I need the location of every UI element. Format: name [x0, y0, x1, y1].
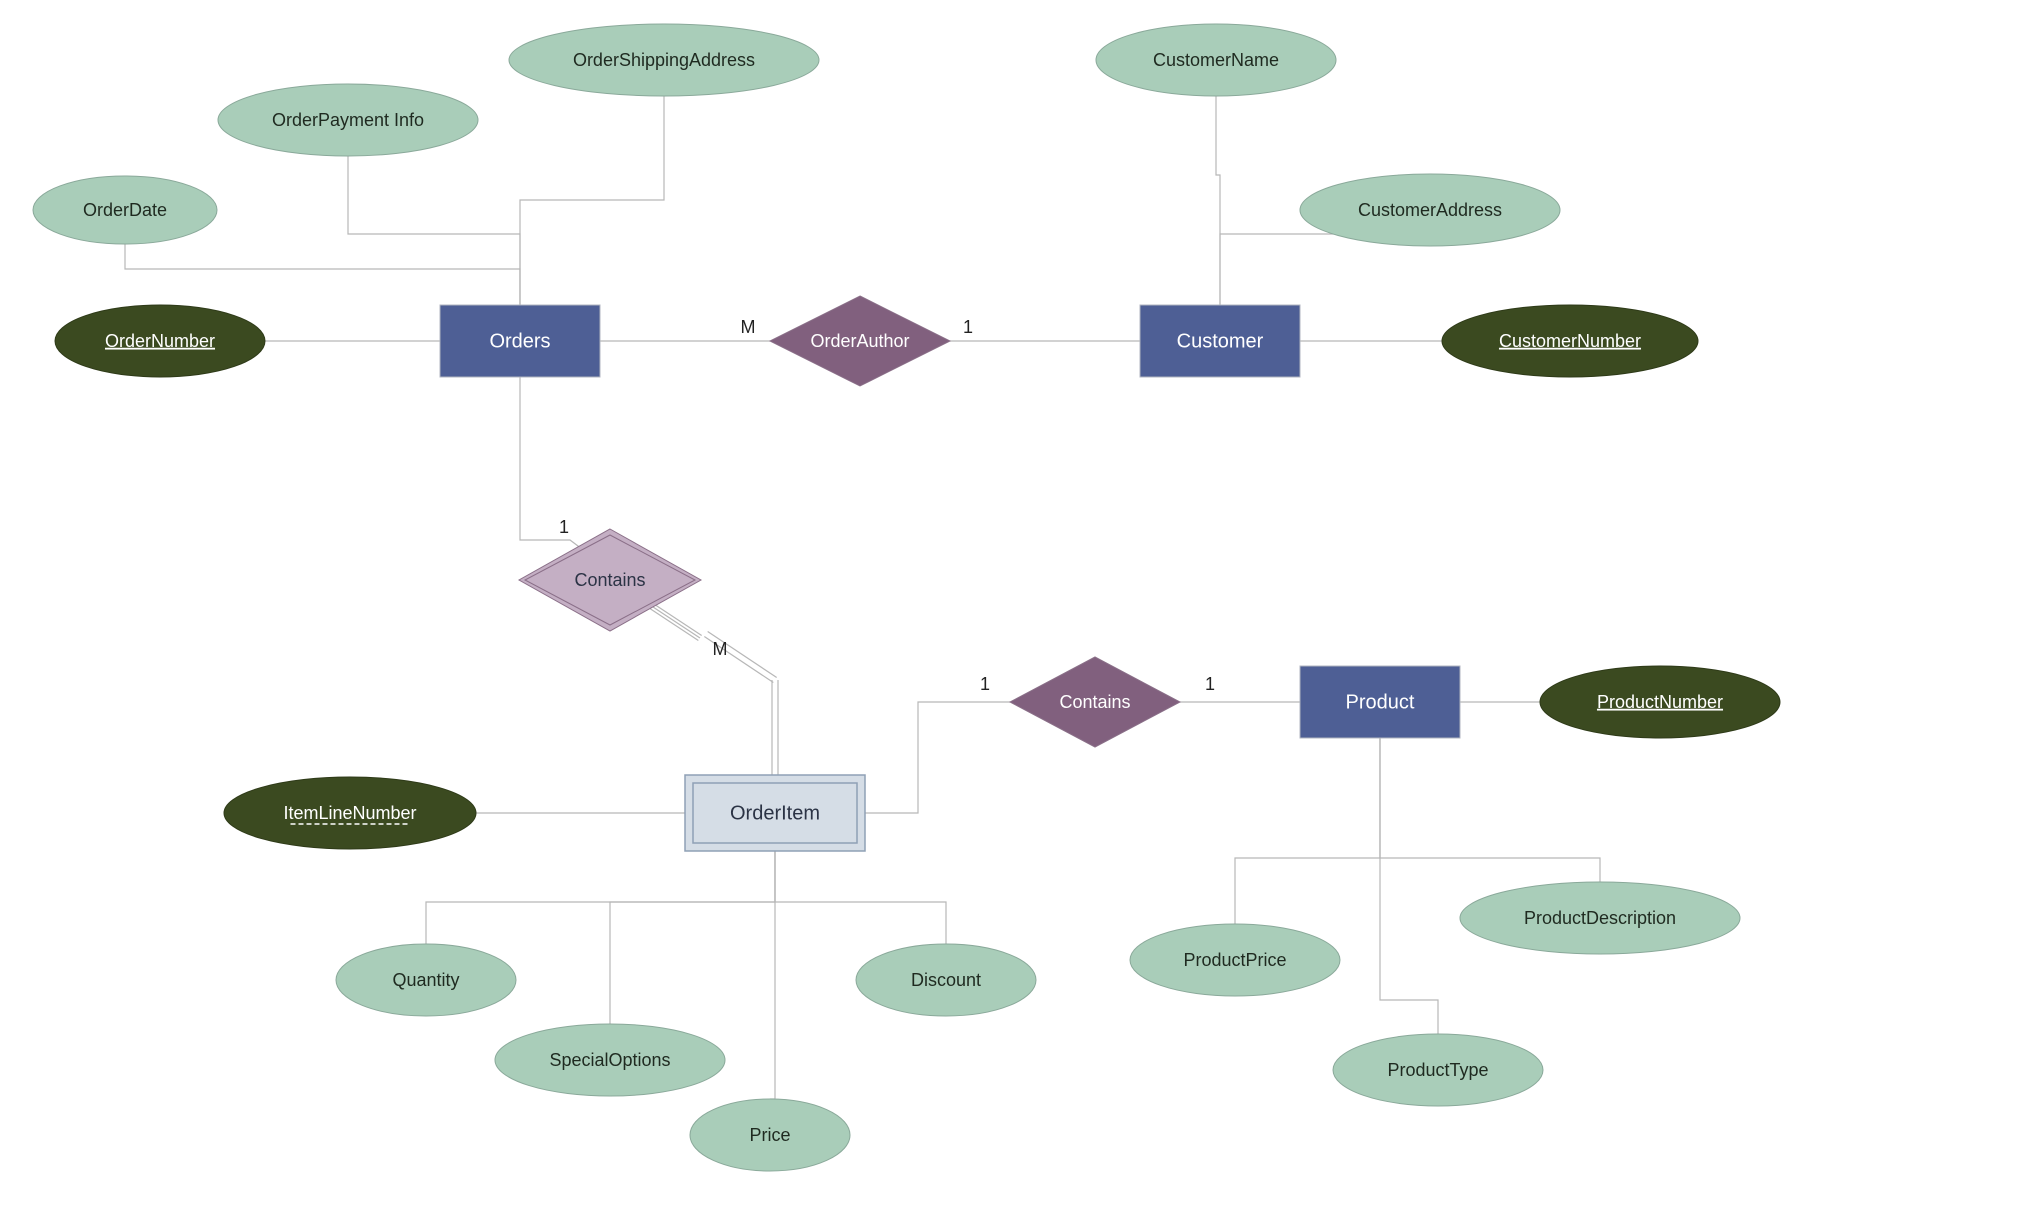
attribute-label: ItemLineNumber	[283, 803, 416, 823]
edge-orderitem-quantity	[426, 846, 775, 944]
attribute-customername: CustomerName	[1096, 24, 1336, 96]
relationship-orderauthor: OrderAuthor M 1	[741, 296, 974, 386]
edge-orderdate-orders	[125, 244, 520, 305]
cardinality-label: 1	[559, 517, 569, 537]
attribute-label: Price	[749, 1125, 790, 1145]
attribute-label: OrderPayment Info	[272, 110, 424, 130]
edge-orderpayment-orders	[348, 156, 520, 305]
entity-product: Product	[1300, 666, 1460, 738]
entity-orders: Orders	[440, 305, 600, 377]
attribute-productnumber: ProductNumber	[1540, 666, 1780, 738]
attribute-label: ProductType	[1387, 1060, 1488, 1080]
attribute-producttype: ProductType	[1333, 1034, 1543, 1106]
er-diagram: OrderAuthor M 1 Contains 1 M Contains 1 1 Orders C…	[0, 0, 2036, 1216]
attribute-orderdate: OrderDate	[33, 176, 217, 244]
edge-contains1-orderitem	[650, 605, 700, 638]
attribute-label: CustomerAddress	[1358, 200, 1502, 220]
entity-label: Orders	[489, 330, 550, 352]
edge-layer	[125, 96, 1600, 1099]
relationship-label: Contains	[574, 570, 645, 590]
attribute-label: OrderDate	[83, 200, 167, 220]
attribute-orderpayment: OrderPayment Info	[218, 84, 478, 156]
attribute-label: OrderNumber	[105, 331, 215, 351]
entity-customer: Customer	[1140, 305, 1300, 377]
relationship-contains1: Contains 1 M	[519, 517, 728, 659]
entity-label: Product	[1346, 691, 1415, 713]
attribute-label: Discount	[911, 970, 981, 990]
cardinality-label: 1	[1205, 674, 1215, 694]
edge-product-productprice	[1235, 738, 1380, 924]
attribute-discount: Discount	[856, 944, 1036, 1016]
relationship-label: Contains	[1059, 692, 1130, 712]
attribute-label: Quantity	[392, 970, 459, 990]
cardinality-label: M	[713, 639, 728, 659]
attribute-itemlinenumber: ItemLineNumber	[224, 777, 476, 849]
edge-product-productdesc	[1380, 738, 1600, 882]
attribute-customeraddress: CustomerAddress	[1300, 174, 1560, 246]
edge-product-producttype	[1380, 738, 1438, 1034]
entity-label: Customer	[1177, 330, 1264, 352]
attribute-label: SpecialOptions	[549, 1050, 670, 1070]
relationship-contains2: Contains 1 1	[980, 657, 1215, 747]
cardinality-label: 1	[963, 317, 973, 337]
attribute-ordershipping: OrderShippingAddress	[509, 24, 819, 96]
attribute-label: ProductNumber	[1597, 692, 1723, 712]
attribute-label: CustomerNumber	[1499, 331, 1641, 351]
edge-orderitem-specialoptions	[610, 846, 775, 1024]
edge-contains1-orderitem-outer	[648, 608, 698, 641]
edge-customeraddress-customer	[1220, 234, 1336, 305]
edge-orderitem-price	[770, 846, 775, 1099]
attribute-specialoptions: SpecialOptions	[495, 1024, 725, 1096]
attribute-ordernumber: OrderNumber	[55, 305, 265, 377]
edge-orderitem-discount	[775, 846, 946, 944]
attribute-customernumber: CustomerNumber	[1442, 305, 1698, 377]
cardinality-label: 1	[980, 674, 990, 694]
attribute-quantity: Quantity	[336, 944, 516, 1016]
entity-orderitem: OrderItem	[685, 775, 865, 851]
entity-label: OrderItem	[730, 802, 820, 824]
attribute-label: OrderShippingAddress	[573, 50, 755, 70]
edge-contains1-orderitem-inner	[652, 602, 702, 635]
attribute-label: ProductDescription	[1524, 908, 1676, 928]
edge-orderitem-contains2	[860, 702, 1010, 813]
relationship-label: OrderAuthor	[810, 331, 909, 351]
edge-ordershipping-orders	[520, 96, 664, 305]
attribute-label: CustomerName	[1153, 50, 1279, 70]
attribute-price: Price	[690, 1099, 850, 1171]
attribute-productdesc: ProductDescription	[1460, 882, 1740, 954]
attribute-label: ProductPrice	[1183, 950, 1286, 970]
attribute-productprice: ProductPrice	[1130, 924, 1340, 996]
cardinality-label: M	[741, 317, 756, 337]
